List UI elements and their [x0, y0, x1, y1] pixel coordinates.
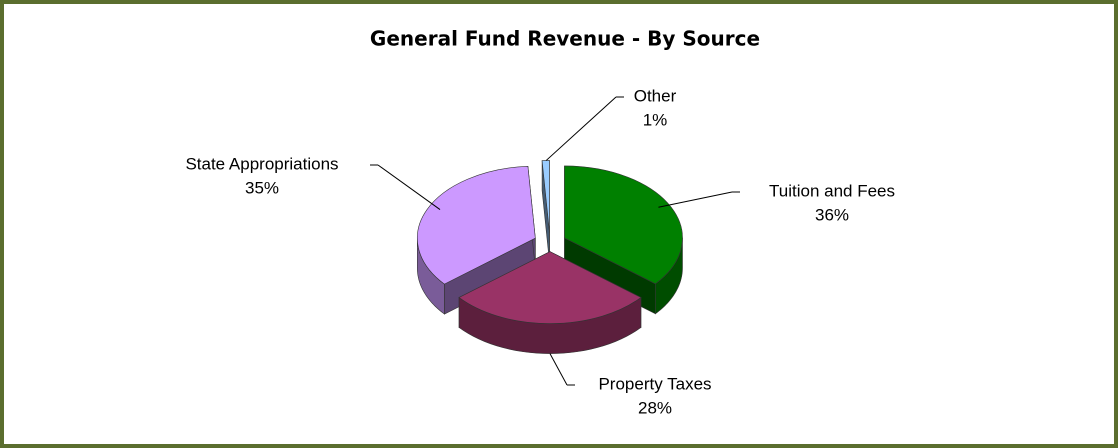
leader-line [545, 96, 617, 161]
slice-label: State Appropriations [185, 154, 338, 173]
slice-value-label: 1% [643, 110, 668, 129]
slice-value-label: 35% [245, 178, 279, 197]
slice-value-label: 36% [815, 205, 849, 224]
slice-top [458, 251, 642, 324]
slice-top [564, 165, 683, 285]
slice [458, 251, 642, 354]
slice [541, 160, 550, 263]
slice-label: Tuition and Fees [769, 181, 895, 200]
slice-value-label: 28% [638, 398, 672, 417]
slice-label: Property Taxes [598, 374, 711, 393]
leader-line [658, 191, 733, 208]
slice-label: Other [634, 86, 677, 105]
leader-line [377, 164, 441, 210]
slice-top [417, 166, 536, 285]
chart-title: General Fund Revenue - By Source [370, 27, 760, 51]
leader-line [549, 353, 568, 386]
slice-top [541, 160, 550, 233]
